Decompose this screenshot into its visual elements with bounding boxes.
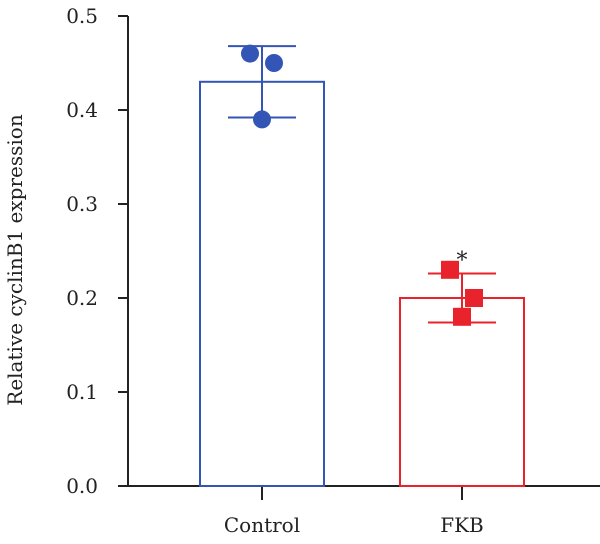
y-axis: 0.0 0.1 0.2 0.3 0.4 0.5	[66, 4, 129, 498]
data-point	[253, 110, 271, 129]
x-tick-label: Control	[224, 513, 300, 537]
x-tick-label: FKB	[440, 513, 484, 537]
data-point	[241, 44, 259, 63]
y-tick-label: 0.1	[66, 380, 98, 404]
data-point	[453, 307, 471, 326]
data-point	[441, 260, 459, 279]
y-tick-label: 0.2	[66, 286, 98, 310]
bar	[399, 297, 525, 487]
y-tick-label: 0.4	[66, 98, 98, 122]
y-axis-label: Relative cyclinB1 expression	[3, 114, 27, 406]
y-tick-label: 0.0	[66, 474, 98, 498]
y-tick-label: 0.5	[66, 4, 98, 28]
data-point	[465, 289, 483, 307]
bar	[199, 80, 325, 488]
x-axis: Control FKB	[128, 485, 600, 537]
significance-marker: *	[457, 249, 468, 274]
y-tick-label: 0.3	[66, 192, 98, 216]
data-point	[265, 54, 283, 72]
